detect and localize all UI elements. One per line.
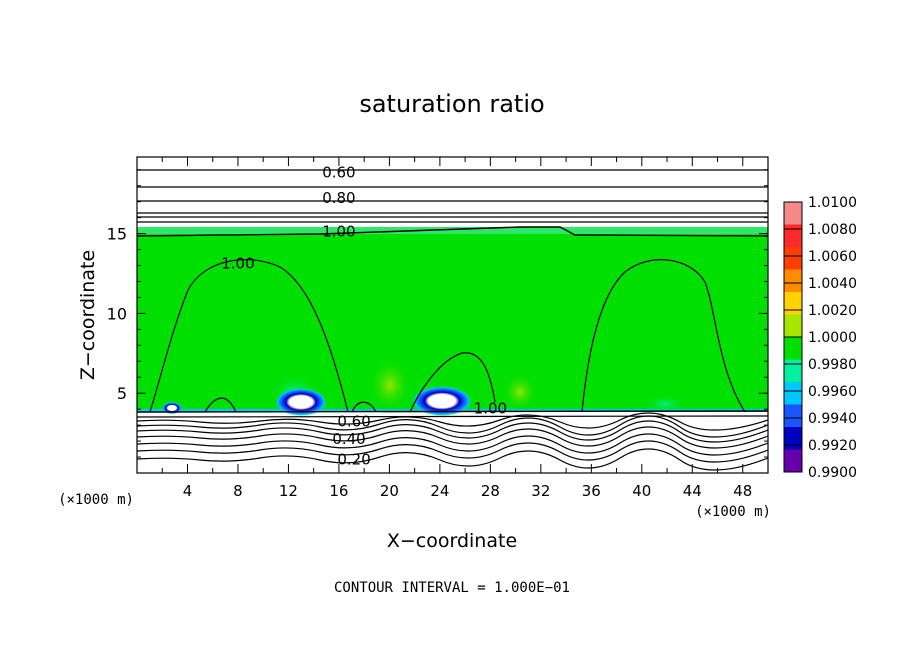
contour-line [409,352,496,413]
x-tick-label: 8 [233,482,243,500]
x-tick-label: 20 [380,482,399,500]
x-tick-label: 4 [183,482,193,500]
contour-line [581,259,746,413]
x-unit-right: (×1000 m) [695,504,771,520]
contour-line [137,412,768,431]
contour-line [137,440,768,463]
contour-label: 1.00 [322,222,355,240]
x-axis: 4 8 12 16 20 24 28 32 36 40 44 48 [161,157,752,500]
contour-line [137,415,768,438]
field-warm-patch [368,357,412,413]
contour-line [204,397,237,413]
field-subsaturated-blob [275,388,327,416]
colorbar-label: 0.9920 [808,438,857,454]
contour-label: 1.00 [221,254,254,272]
field-cool-patch [643,395,687,413]
colorbar-swatch [784,427,802,450]
contour-line [137,410,768,413]
colorbar-label: 0.9900 [808,465,857,481]
x-unit-left: (×1000 m) [58,492,134,508]
field-warm-patch [502,372,538,412]
colorbar-swatch [784,292,802,315]
x-tick-label: 24 [430,482,449,500]
colorbar-label: 0.9960 [808,384,857,400]
x-tick-label: 12 [279,482,298,500]
contour-label: 0.20 [337,451,370,469]
y-tick-label: 10 [107,304,127,323]
field-subsaturated-blob [412,386,472,416]
contour-line [149,259,349,413]
x-tick-label: 44 [683,482,702,500]
field-top-band [137,227,768,234]
y-axis-label: Z−coordinate [77,250,99,380]
contour-label: 0.60 [337,412,370,430]
y-tick-label: 15 [107,225,127,244]
x-tick-label: 32 [531,482,550,500]
colorbar-swatch [784,449,802,473]
colorbar-swatch [784,202,802,225]
colorbar-swatch [784,269,802,293]
x-tick-label: 28 [481,482,500,500]
contour-label: 0.60 [322,163,355,181]
colorbar-label: 1.0080 [808,222,857,238]
contour-lines [137,169,768,471]
colorbar-swatch [784,382,802,405]
contour-line [137,433,768,456]
colorbar-label: 1.0020 [808,303,857,319]
contour-label: 0.80 [322,189,355,207]
colorbar-label: 1.0060 [808,249,857,265]
contour-interval-note: CONTOUR INTERVAL = 1.000E−01 [334,580,570,596]
colorbar-label: 1.0000 [808,330,857,346]
x-tick-label: 48 [733,482,752,500]
colorbar-label: 0.9980 [808,357,857,373]
plot-frame [136,156,769,474]
colorbar-swatch [784,337,802,360]
contour-line [137,420,768,443]
colorbar-label: 0.9940 [808,411,857,427]
plot-area: 0.600.801.001.001.000.600.400.20 [137,157,768,473]
colorbar-label: 1.0100 [808,195,857,211]
colorbar-label: 1.0040 [808,276,857,292]
contour-line [137,448,768,471]
colorbar-swatch [784,247,802,270]
field-cloud-layer [137,227,768,412]
contour-label: 1.00 [474,400,507,418]
contour-line [351,401,377,413]
x-tick-label: 40 [632,482,651,500]
x-tick-label: 36 [582,482,601,500]
field-subsaturated-blob [162,402,182,414]
x-axis-label: X−coordinate [387,530,517,552]
contour-line [137,226,768,237]
x-tick-label: 16 [329,482,348,500]
colorbar-swatch [784,359,802,383]
contour-line [137,426,768,449]
colorbar-swatch [784,404,802,428]
y-axis: 5 10 15 [107,169,768,458]
chart-title: saturation ratio [359,90,544,118]
contour-label: 0.40 [332,430,365,448]
colorbar-swatch [784,224,802,248]
colorbar: 1.0100 1.0080 1.0060 1.0040 1.0020 1.0000 0.99… [783,195,857,481]
contour-labels: 0.600.801.001.001.000.600.400.20 [221,163,507,469]
colorbar-swatch [784,314,802,338]
y-tick-label: 5 [117,384,127,403]
